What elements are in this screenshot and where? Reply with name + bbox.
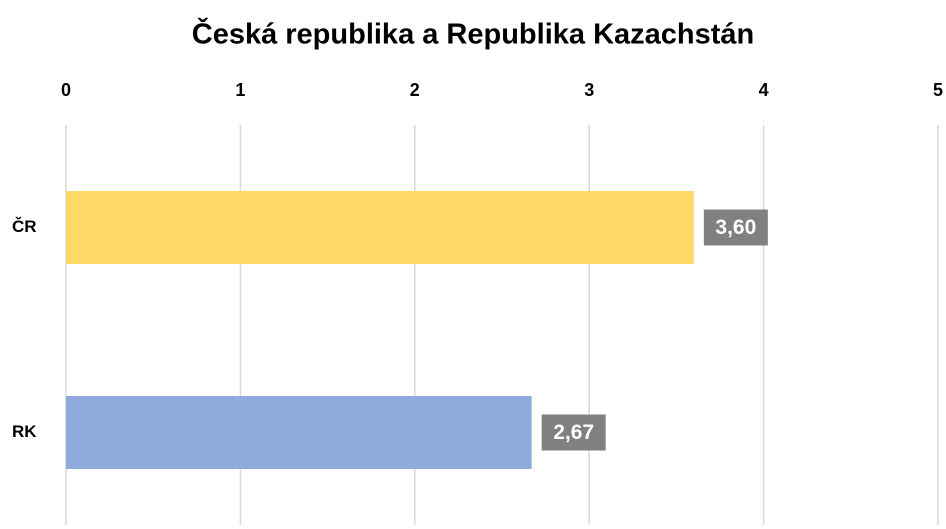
x-tick-label: 4: [759, 80, 769, 100]
x-tick-label: 2: [410, 80, 420, 100]
data-label: 2,67: [553, 421, 594, 444]
bar: [66, 191, 694, 264]
chart-title: Česká republika a Republika Kazachstán: [192, 17, 755, 51]
bar: [66, 396, 532, 469]
x-tick-label: 5: [933, 80, 943, 100]
x-tick-label: 0: [61, 80, 71, 100]
data-label-box: [703, 209, 768, 246]
data-label-box: [541, 414, 606, 451]
x-tick-label: 1: [235, 80, 245, 100]
x-tick-label: 3: [584, 80, 594, 100]
data-label: 3,60: [715, 216, 756, 239]
y-tick-label: ČR: [12, 217, 37, 236]
y-tick-label: RK: [12, 422, 37, 441]
